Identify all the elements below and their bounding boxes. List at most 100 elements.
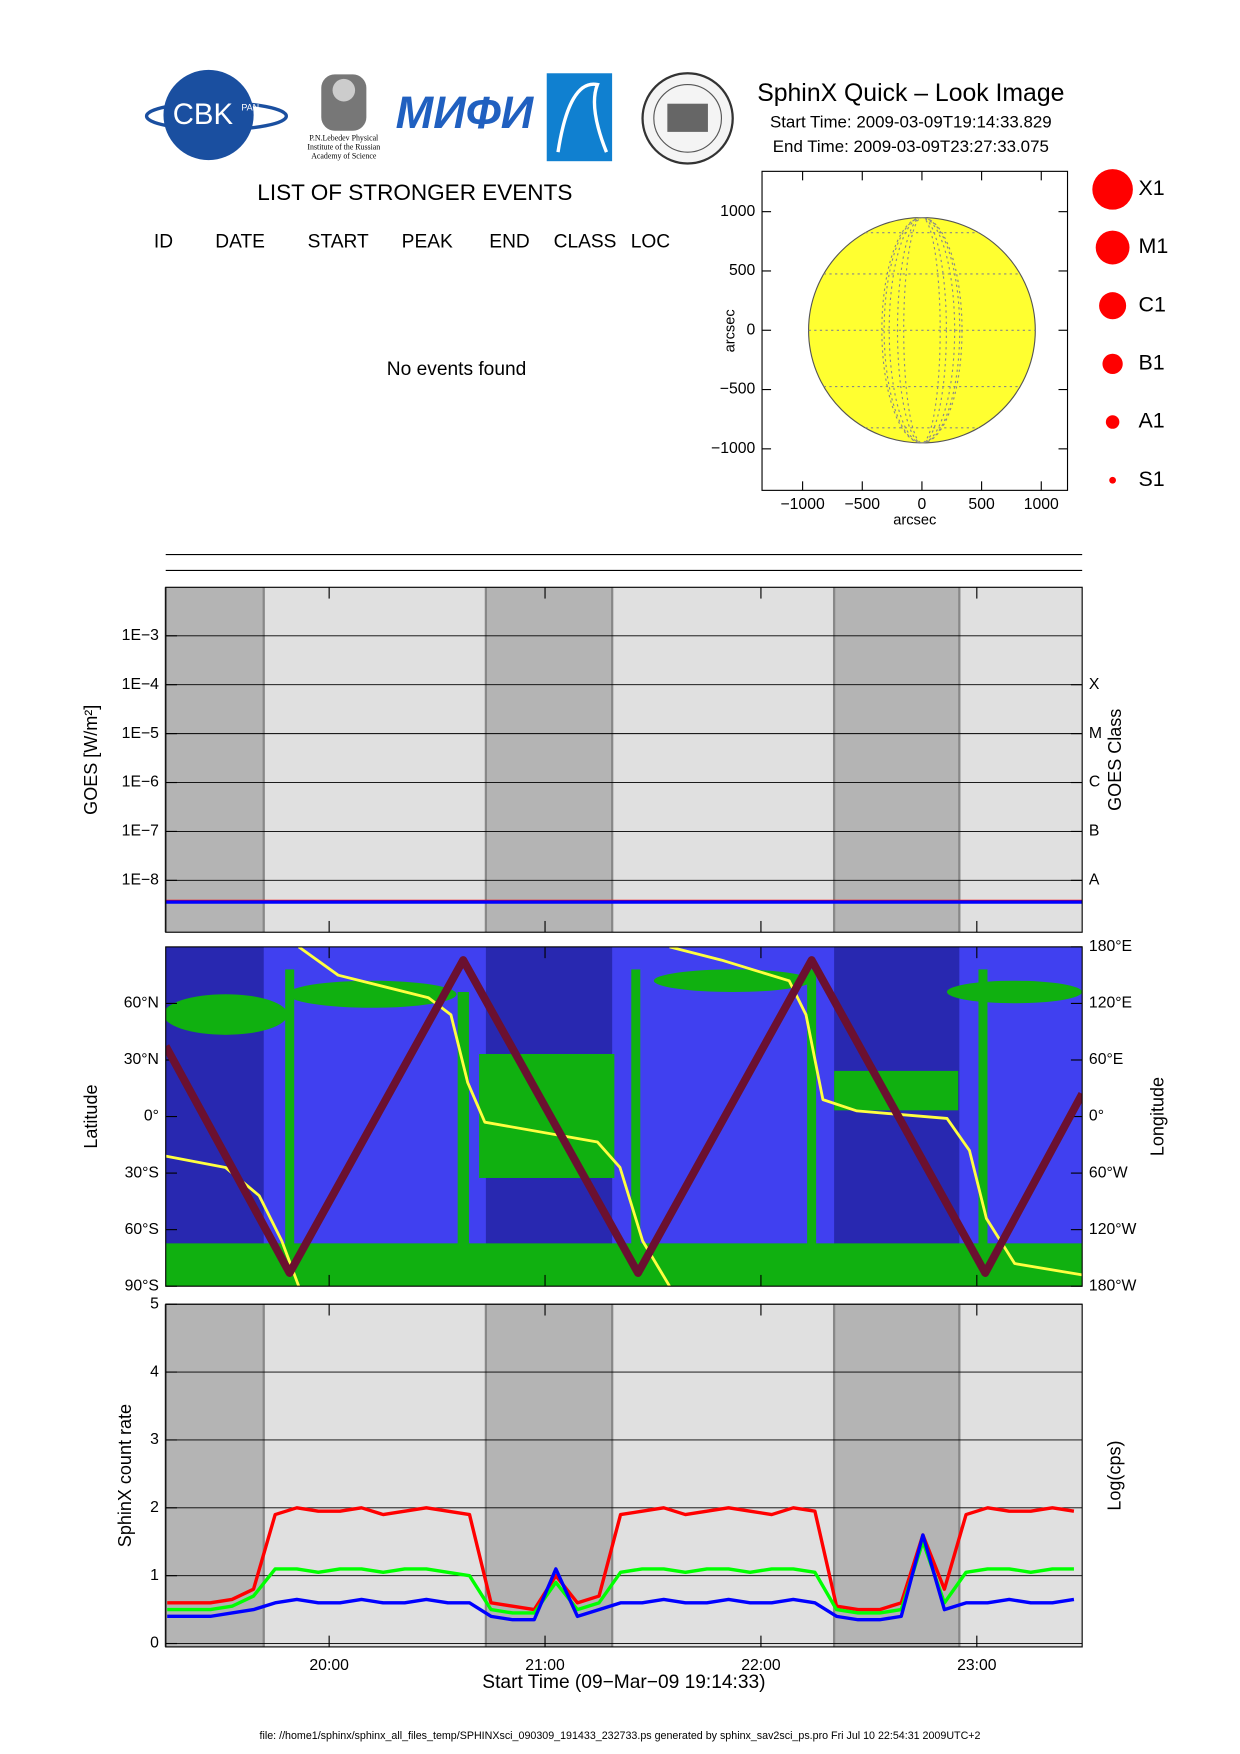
x-axis-label: Start Time (09−Mar−09 19:14:33) [482, 1672, 765, 1693]
size-legend-label: B1 [1139, 351, 1165, 375]
size-legend-label: A1 [1139, 409, 1165, 433]
events-column: PEAK [402, 231, 453, 252]
y-tick-label: 60°S [125, 1221, 159, 1238]
footer: file: //home1/sphinx/sphinx_all_files_te… [260, 1730, 981, 1742]
start-time: Start Time: 2009-03-09T19:14:33.829 [770, 112, 1052, 131]
size-legend-marker [1092, 169, 1133, 210]
x-tick-label: −500 [845, 496, 881, 513]
data-line [165, 946, 1083, 1287]
x-tick-label: −1000 [780, 496, 825, 513]
eclipse-shading [834, 587, 960, 933]
y-tick-label: 1 [150, 1567, 159, 1584]
y2-axis-label: Log(cps) [1105, 1441, 1125, 1511]
y-tick-label: −500 [720, 381, 756, 398]
eclipse-shading [485, 1304, 613, 1647]
y-tick-label: 1E−5 [122, 725, 159, 742]
y-tick-label: 30°S [125, 1164, 159, 1181]
cbk-logo: CBK PAN [144, 69, 289, 161]
events-column: LOC [631, 231, 671, 252]
data-line [165, 956, 1083, 1277]
x-tick-label: 1000 [1024, 496, 1059, 513]
logo-text: Institute of the Russian [307, 142, 380, 151]
y-tick-label: 2 [150, 1499, 159, 1516]
y-tick-label: 4 [150, 1363, 159, 1380]
logo-disc [163, 69, 254, 161]
x-axis-label: arcsec [893, 513, 936, 529]
plot-lines [165, 899, 1083, 904]
size-legend-label: C1 [1139, 292, 1166, 316]
data-line [167, 1540, 1074, 1615]
y-tick-label: 1E−7 [122, 823, 159, 840]
eclipse-shading [165, 1304, 264, 1647]
events-column: CLASS [554, 231, 617, 252]
size-legend-marker [1109, 476, 1116, 484]
y2-tick-label: B [1089, 823, 1100, 840]
y2-tick-label: 0° [1089, 1108, 1104, 1125]
plot-frame [165, 946, 1083, 1287]
x-tick-label: 21:00 [525, 1657, 565, 1674]
y2-tick-label: M [1089, 725, 1102, 742]
y2-tick-label: A [1089, 872, 1100, 889]
y2-tick-label: 180°W [1089, 1277, 1137, 1294]
plot-lines [167, 1506, 1075, 1622]
y2-tick-label: 180°E [1089, 938, 1132, 955]
portrait-face [332, 78, 356, 102]
x-tick-label: 23:00 [957, 1657, 997, 1674]
events-column: END [489, 231, 529, 252]
y-tick-label: 0 [746, 321, 755, 338]
eclipse-shading [485, 587, 613, 933]
y-tick-label: 500 [729, 262, 756, 279]
y-tick-label: 30°N [124, 1051, 159, 1068]
y-tick-label: 5 [150, 1295, 159, 1312]
events-column: ID [154, 231, 173, 252]
map-coverage-area [946, 980, 1083, 1004]
y-tick-label: 90°S [125, 1277, 159, 1294]
x-tick-label: 500 [968, 496, 995, 513]
logo-box [546, 73, 613, 162]
plot-lines [165, 946, 1083, 1287]
map-coverage-area [807, 969, 817, 1252]
size-legend-marker [1095, 230, 1130, 265]
mifi-logo: МИФИ [396, 87, 535, 138]
events-column: START [308, 231, 369, 252]
size-legend-label: S1 [1139, 467, 1165, 491]
y-axis-label: Latitude [81, 1084, 101, 1148]
seal-inner [653, 83, 723, 153]
y2-tick-label: 60°E [1089, 1051, 1123, 1068]
y-tick-label: 1000 [720, 203, 755, 220]
logo-text: CBK [173, 98, 234, 131]
y2-tick-label: C [1089, 774, 1100, 791]
plot-frame [165, 586, 1083, 933]
map-coverage [165, 969, 1083, 1287]
logo-text: Academy of Science [311, 152, 377, 161]
map-coverage-area [287, 980, 457, 1008]
y-axis-label: SphinX count rate [115, 1404, 135, 1547]
events-column: DATE [215, 231, 265, 252]
y-tick-label: 60°N [124, 995, 159, 1012]
map-coverage-area [285, 969, 295, 1252]
events-title: LIST OF STRONGER EVENTS [257, 180, 572, 205]
logo-text: PAN [241, 103, 259, 113]
y2-tick-label: 60°W [1089, 1164, 1128, 1181]
lebedev-logo: P.N.Lebedev Physical Institute of the Ru… [307, 74, 380, 161]
y2-tick-label: 120°E [1089, 995, 1132, 1012]
y-tick-label: 1E−8 [122, 872, 159, 889]
x-tick-label: 22:00 [741, 1657, 781, 1674]
eclipse-shading [165, 587, 264, 933]
end-time: End Time: 2009-03-09T23:27:33.075 [773, 137, 1049, 156]
size-legend-marker [1099, 292, 1127, 320]
events-message: No events found [387, 359, 527, 380]
y-tick-label: 1E−4 [122, 676, 159, 693]
y2-axis-label: GOES Class [1105, 709, 1125, 811]
y2-tick-label: 120°W [1089, 1221, 1137, 1238]
map-coverage-area [457, 991, 469, 1252]
y-axis-label: arcsec [722, 309, 738, 352]
x-tick-label: 0 [918, 496, 927, 513]
arrow-logo [546, 73, 613, 162]
y-axis-label: GOES [W/m²] [81, 705, 101, 815]
y-tick-label: 1E−3 [122, 627, 159, 644]
plot-frame [165, 1303, 1083, 1648]
logo-text: P.N.Lebedev Physical [309, 133, 379, 142]
